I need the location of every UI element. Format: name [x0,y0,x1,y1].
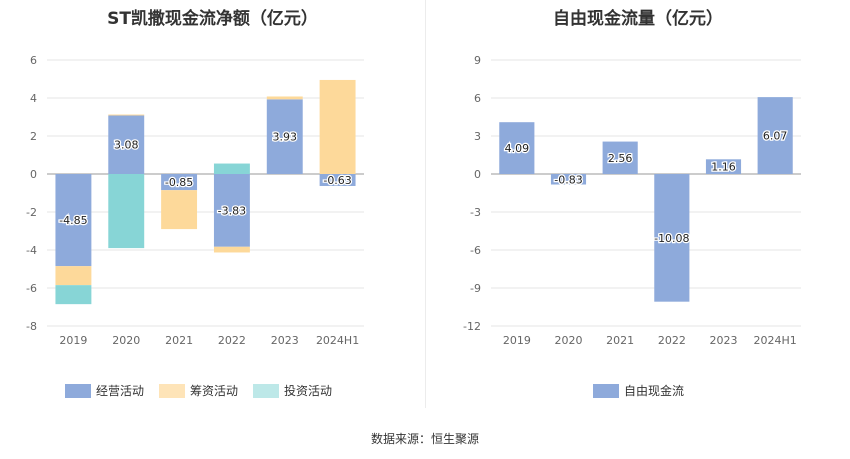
bar-自由现金流 [705,159,742,174]
bar-自由现金流 [550,174,587,185]
data-label: -0.85 [165,176,193,189]
y-tick-label: -2 [26,206,37,219]
y-tick-label: 2 [30,130,37,143]
bar-筹资活动 [161,190,198,230]
x-tick-label: 2019 [59,334,87,347]
cash-flow-net-plot: -8 -6 -4 -2 0 2 4 6 2019 2020 2021 2022 2023 2024H1 -4… [26,54,364,398]
legend-label: 自由现金流 [624,383,684,398]
x-tick-label: 2020 [112,334,140,347]
x-tick-label: 2022 [218,334,246,347]
bar-投资活动 [213,163,250,174]
bar-自由现金流 [499,122,535,174]
x-tick-label: 2023 [271,334,299,347]
x-tick-label: 2024H1 [316,334,359,347]
legend-label: 经营活动 [96,384,144,398]
bar-自由现金流 [654,174,690,302]
bar-自由现金流 [757,97,793,174]
y-tick-label: -3 [470,206,481,219]
data-label: -10.08 [654,232,689,245]
data-label: -4.85 [59,214,87,227]
x-tick-label: 2022 [658,334,686,347]
x-tick-label: 2023 [710,334,738,347]
y-tick-label: -9 [470,282,481,295]
bar-筹资活动 [108,114,145,116]
bar-筹资活动 [55,266,92,286]
chart-title: ST凯撒现金流净额（亿元） [107,9,318,29]
data-label: -3.83 [218,204,246,217]
y-tick-label: -8 [26,320,37,333]
bar-自由现金流 [602,141,638,174]
legend-swatch [159,384,185,398]
x-tick-label: 2021 [606,334,634,347]
bar-筹资活动 [266,96,303,100]
cash-flow-net-chart: ST凯撒现金流净额（亿元） -8 -6 -4 -2 0 2 4 6 2019 2020 2021 20… [0,0,425,420]
free-cash-flow-chart: 自由现金流量（亿元） -12 -9 -6 -3 0 3 6 9 2019 2020 2021 2022… [426,0,850,420]
data-source-note: 数据来源：恒生聚源 [370,432,479,446]
x-tick-label: 2020 [555,334,583,347]
data-label: 1.16 [711,161,736,174]
data-label: 2.56 [608,152,633,165]
data-label: 4.09 [505,142,529,155]
y-tick-label: 6 [30,54,37,67]
bar-经营活动 [213,174,250,247]
y-tick-label: -6 [26,282,37,295]
x-tick-label: 2024H1 [754,334,797,347]
legend-swatch [65,384,91,398]
y-tick-label: 9 [474,54,481,67]
legend-label: 筹资活动 [190,384,238,398]
x-tick-label: 2019 [503,334,531,347]
y-tick-label: 4 [30,92,37,105]
bar-经营活动 [55,174,92,267]
chart-title: 自由现金流量（亿元） [553,9,723,29]
y-tick-label: -6 [470,244,481,257]
data-label: -0.83 [554,173,582,186]
bar-经营活动 [108,115,145,174]
data-label: 3.08 [114,139,139,152]
y-tick-label: 3 [474,130,481,143]
free-cash-flow-plot: -12 -9 -6 -3 0 3 6 9 2019 2020 2021 2022 2023 2024H1 4… [463,54,801,398]
data-label: 3.93 [273,131,298,144]
bar-筹资活动 [319,79,356,174]
bar-投资活动 [55,285,92,305]
data-label: -0.63 [323,174,351,187]
bar-投资活动 [108,174,145,249]
y-tick-label: 0 [474,168,481,181]
bar-筹资活动 [213,246,250,253]
legend-swatch [253,384,279,398]
bar-经营活动 [161,174,198,191]
legend-swatch [593,384,619,398]
data-label: 6.07 [763,130,788,143]
y-tick-label: 0 [30,168,37,181]
panel-divider [425,0,426,408]
bar-经营活动 [266,99,303,174]
y-tick-label: -4 [26,244,37,257]
legend-label: 投资活动 [284,383,332,398]
x-tick-label: 2021 [165,334,193,347]
y-tick-label: 6 [474,92,481,105]
y-tick-label: -12 [463,320,481,333]
bar-经营活动 [319,174,356,186]
